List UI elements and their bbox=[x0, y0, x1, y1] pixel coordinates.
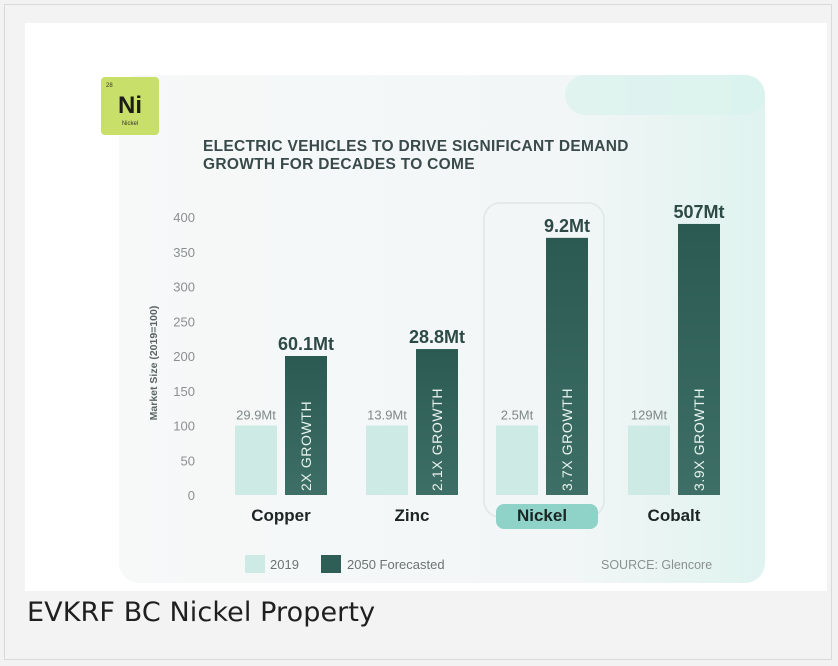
y-axis-ticks: 0 50 100 150 200 250 300 350 400 bbox=[173, 210, 195, 503]
legend: 2019 2050 Forecasted bbox=[245, 555, 445, 573]
bar-2019-cobalt bbox=[628, 425, 670, 495]
legend-label-2050: 2050 Forecasted bbox=[347, 557, 445, 572]
badge-name: Nickel bbox=[122, 121, 138, 127]
bar-2019-zinc bbox=[366, 425, 408, 495]
image-caption: EVKRF BC Nickel Property bbox=[27, 597, 376, 628]
card-accent bbox=[565, 75, 765, 115]
category-label-copper: Copper bbox=[251, 506, 311, 525]
chart-svg: 28 Ni Nickel ELECTRIC VEHICLES TO DRIVE … bbox=[101, 75, 765, 583]
growth-annotation-nickel: 3.7X GROWTH bbox=[559, 388, 575, 491]
nickel-category-pill bbox=[496, 504, 598, 529]
category-label-nickel: Nickel bbox=[517, 506, 567, 525]
y-tick-label: 250 bbox=[173, 314, 195, 329]
bar-2019-label-zinc: 13.9Mt bbox=[367, 408, 407, 423]
bar-2050-label-zinc: 28.8Mt bbox=[409, 327, 465, 347]
y-tick-label: 300 bbox=[173, 280, 195, 295]
bar-2050-cobalt bbox=[678, 223, 720, 495]
y-tick-label: 350 bbox=[173, 245, 195, 260]
bar-2050-nickel bbox=[546, 237, 588, 495]
badge-symbol: Ni bbox=[118, 92, 142, 119]
bar-2019-nickel bbox=[496, 425, 538, 495]
bar-2050-label-copper: 60.1Mt bbox=[278, 334, 334, 354]
legend-swatch-2019 bbox=[245, 555, 265, 573]
y-tick-label: 200 bbox=[173, 349, 195, 364]
growth-annotation-cobalt: 3.9X GROWTH bbox=[691, 388, 707, 491]
nickel-element-badge: 28 Ni Nickel bbox=[101, 77, 159, 135]
bars-group: 29.9Mt 60.1Mt 2X GROWTH Copper 13.9Mt 28.8Mt 2… bbox=[235, 202, 725, 525]
legend-label-2019: 2019 bbox=[270, 557, 299, 572]
bar-2050-label-cobalt: 507Mt bbox=[673, 202, 724, 222]
y-tick-label: 150 bbox=[173, 384, 195, 399]
bar-2050-label-nickel: 9.2Mt bbox=[544, 216, 590, 236]
badge-tile bbox=[101, 77, 159, 135]
bar-2019-label-nickel: 2.5Mt bbox=[501, 408, 534, 423]
chart-title-line-1: ELECTRIC VEHICLES TO DRIVE SIGNIFICANT D… bbox=[203, 138, 629, 155]
bar-2019-label-copper: 29.9Mt bbox=[236, 408, 276, 423]
source-note: SOURCE: Glencore bbox=[601, 558, 712, 572]
bar-2050-copper bbox=[285, 356, 327, 495]
bar-2019-copper bbox=[235, 425, 277, 495]
y-tick-label: 400 bbox=[173, 210, 195, 225]
legend-swatch-2050 bbox=[321, 555, 341, 573]
growth-annotation-copper: 2X GROWTH bbox=[298, 401, 314, 491]
y-axis-label: Market Size (2019=100) bbox=[148, 306, 160, 421]
bar-2019-label-cobalt: 129Mt bbox=[631, 408, 668, 423]
badge-atomic-number: 28 bbox=[106, 83, 113, 89]
growth-annotation-zinc: 2.1X GROWTH bbox=[429, 388, 445, 491]
y-tick-label: 100 bbox=[173, 419, 195, 434]
infographic-image: 28 Ni Nickel ELECTRIC VEHICLES TO DRIVE … bbox=[25, 23, 827, 591]
bar-2050-zinc bbox=[416, 349, 458, 495]
y-tick-label: 0 bbox=[188, 488, 195, 503]
category-label-zinc: Zinc bbox=[395, 506, 430, 525]
category-label-cobalt: Cobalt bbox=[648, 506, 701, 525]
image-frame: 28 Ni Nickel ELECTRIC VEHICLES TO DRIVE … bbox=[4, 4, 832, 660]
y-tick-label: 50 bbox=[181, 453, 195, 468]
chart-title-line-2: GROWTH FOR DECADES TO COME bbox=[203, 156, 475, 173]
